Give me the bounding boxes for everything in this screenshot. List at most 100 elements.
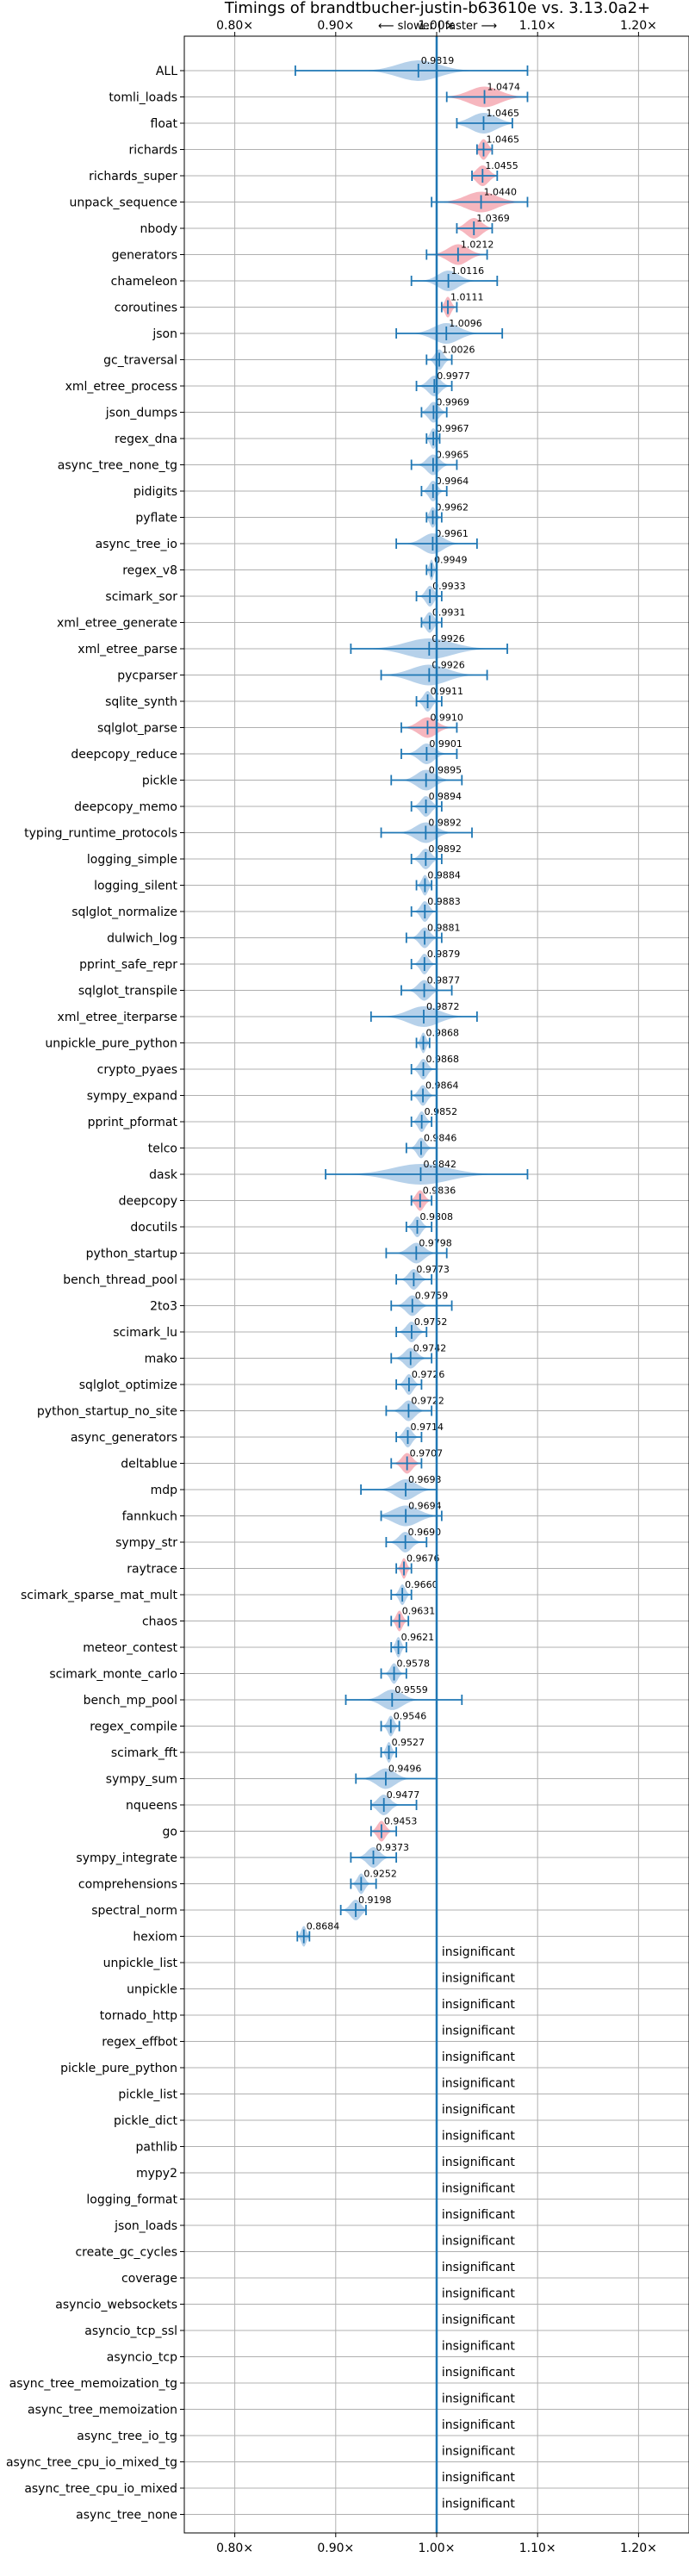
category-label: pickle_list <box>118 2088 177 2102</box>
category-label: scimark_sparse_mat_mult <box>21 1589 177 1602</box>
category-label: raytrace <box>127 1563 177 1577</box>
value-label: 0.9894 <box>429 791 462 802</box>
value-label: 1.0116 <box>451 265 485 277</box>
value-label: 0.9967 <box>436 423 469 434</box>
tick-label-bottom: 0.90× <box>317 2542 354 2555</box>
category-label: deepcopy_reduce <box>71 748 177 762</box>
value-label: 0.9868 <box>426 1054 460 1065</box>
value-label: 0.9901 <box>429 738 462 750</box>
insignificant-label: insignificant <box>442 1998 516 2012</box>
category-label: 2to3 <box>150 1300 177 1314</box>
value-label: 0.9864 <box>425 1080 459 1092</box>
insignificant-label: insignificant <box>442 2340 516 2354</box>
category-label: telco <box>148 1142 177 1156</box>
category-label: fannkuch <box>122 1510 177 1524</box>
category-label: asyncio_tcp <box>107 2351 177 2365</box>
value-label: 0.9559 <box>394 1684 428 1696</box>
value-label: 1.0026 <box>442 345 475 356</box>
value-label: 0.9969 <box>436 397 469 408</box>
category-label: async_tree_none_tg <box>58 459 177 473</box>
category-label: create_gc_cycles <box>75 2246 177 2260</box>
category-label: meteor_contest <box>83 1641 177 1655</box>
insignificant-label: insignificant <box>442 2156 516 2169</box>
insignificant-label: insignificant <box>442 1972 516 1986</box>
value-label: 0.9877 <box>427 975 461 986</box>
insignificant-label: insignificant <box>442 2130 516 2144</box>
category-label: logging_format <box>86 2193 177 2207</box>
category-label: unpack_sequence <box>70 196 177 210</box>
category-label: pickle_dict <box>114 2114 178 2128</box>
category-label: pprint_safe_repr <box>79 958 177 972</box>
value-label: 0.9726 <box>412 1369 445 1380</box>
value-label: 0.9252 <box>363 1869 397 1880</box>
category-label: crypto_pyaes <box>97 1063 177 1077</box>
category-label: async_tree_io <box>96 538 177 551</box>
category-label: typing_runtime_protocols <box>24 827 177 841</box>
x-ticks: 0.80× 0.80× 0.90× 0.90× 1.00× 1.00× 1.10× 1.10×… <box>180 19 657 2555</box>
value-label: 0.9707 <box>410 1448 444 1459</box>
category-label: regex_compile <box>90 1720 177 1734</box>
category-label: sqlglot_normalize <box>71 905 177 919</box>
tick-label-bottom: 1.10× <box>519 2542 556 2555</box>
insignificant-label: insignificant <box>442 2235 516 2249</box>
category-label: gc_traversal <box>103 354 177 368</box>
category-label: xml_etree_iterparse <box>58 1011 177 1024</box>
category-label: sympy_sum <box>106 1773 177 1787</box>
value-label: 0.9477 <box>387 1789 420 1801</box>
value-label: 0.9798 <box>419 1238 451 1249</box>
category-label: tomli_loads <box>109 91 177 105</box>
category-label: nbody <box>140 222 178 236</box>
category-label: docutils <box>130 1221 177 1235</box>
category-label: async_tree_cpu_io_mixed <box>24 2482 177 2496</box>
value-label: 0.9962 <box>436 502 469 513</box>
category-label: bench_thread_pool <box>63 1273 177 1287</box>
category-label: logging_silent <box>94 880 177 893</box>
category-label: sqlglot_transpile <box>78 985 177 999</box>
value-label: 1.0474 <box>487 82 521 93</box>
value-label: 0.9892 <box>428 843 462 855</box>
insignificant-label: insignificant <box>442 2498 516 2511</box>
category-label: comprehensions <box>78 1878 177 1892</box>
tick-label-top: 0.90× <box>317 19 354 33</box>
tick-label-top: 0.80× <box>216 19 253 33</box>
value-label: 0.9868 <box>426 1028 460 1039</box>
value-label: 0.9910 <box>430 712 463 724</box>
value-label: 1.0111 <box>450 292 484 303</box>
value-label: 0.9881 <box>427 923 461 934</box>
category-label: mdp <box>151 1484 178 1497</box>
category-label: sqlglot_optimize <box>79 1378 177 1392</box>
value-label: 1.0369 <box>476 213 510 224</box>
value-label: 0.9660 <box>405 1579 438 1590</box>
category-label: richards_super <box>89 170 177 184</box>
tick-label-bottom: 0.80× <box>216 2542 253 2555</box>
value-label: 0.9527 <box>392 1737 425 1748</box>
value-label: 1.0212 <box>461 240 494 251</box>
insignificant-label: insignificant <box>442 2050 516 2064</box>
category-label: async_generators <box>71 1431 177 1445</box>
category-label: scimark_monte_carlo <box>49 1668 177 1682</box>
value-label: 1.0465 <box>486 108 519 119</box>
insignificant-label: insignificant <box>442 2182 516 2196</box>
value-label: 0.9836 <box>423 1185 456 1197</box>
category-label: scimark_sor <box>105 590 177 604</box>
category-label: float <box>151 117 178 131</box>
plot-frame <box>183 35 689 2534</box>
category-label: regex_dna <box>115 432 177 446</box>
insignificant-label: insignificant <box>442 2077 516 2091</box>
category-label: go <box>163 1826 177 1839</box>
value-label: 0.9964 <box>436 476 469 487</box>
tick-label-top: 1.00× <box>419 19 456 33</box>
category-label: deepcopy <box>119 1195 177 1209</box>
category-label: async_tree_memoization_tg <box>9 2377 177 2391</box>
value-label: 0.9926 <box>431 633 465 644</box>
tick-label-bottom: 1.00× <box>419 2542 456 2555</box>
value-label: 0.9842 <box>423 1159 456 1170</box>
value-label: 0.9965 <box>436 450 469 461</box>
category-label: async_tree_io_tg <box>77 2430 177 2443</box>
value-label: 0.9926 <box>431 660 465 671</box>
value-label: 0.9198 <box>358 1895 392 1906</box>
category-label: mypy2 <box>136 2167 177 2181</box>
category-label: json <box>152 327 177 341</box>
value-label: 0.9546 <box>394 1711 427 1722</box>
